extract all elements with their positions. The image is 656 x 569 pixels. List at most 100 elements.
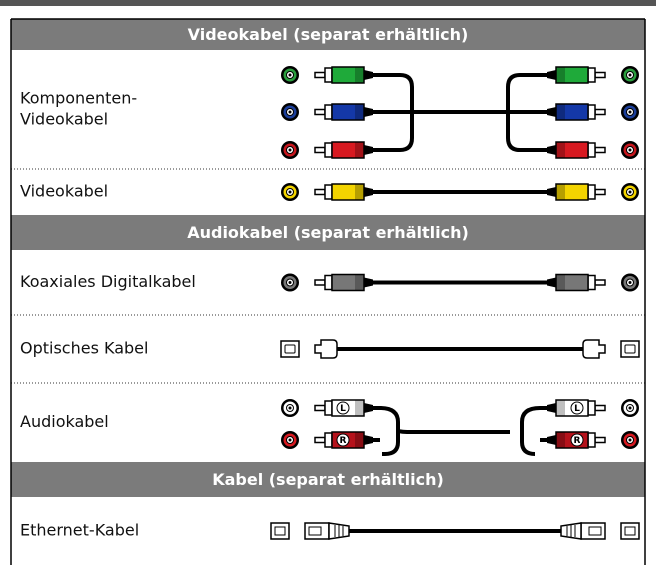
section-title: Videokabel (separat erhältlich) (188, 25, 469, 44)
plug (314, 141, 373, 159)
jack-pin (288, 73, 292, 77)
plug-grip (556, 142, 565, 158)
plug (314, 183, 373, 201)
port-inner (624, 344, 636, 354)
jack (621, 399, 639, 417)
lan-clip (308, 526, 322, 536)
cable (373, 73, 547, 152)
plug-mark: R (340, 436, 347, 446)
jack-pin (288, 438, 292, 442)
plug-strain (547, 145, 556, 155)
port-inner (624, 526, 636, 536)
jack-pin (288, 110, 292, 114)
port (270, 522, 290, 540)
jack-pin (628, 190, 632, 194)
plug-grip (556, 184, 565, 200)
jack (281, 399, 299, 417)
plug-mark-ring (570, 401, 584, 415)
jack-pin (288, 281, 292, 284)
plug-strain (364, 107, 373, 117)
jack-pin (628, 281, 632, 284)
row-label: Videokabel (20, 110, 108, 129)
plug (314, 66, 373, 84)
plug-tip (314, 108, 326, 116)
plug-strain (364, 145, 373, 155)
lan-ridges (566, 525, 576, 537)
plug-grip (355, 67, 364, 83)
jack (621, 183, 639, 201)
jack (281, 431, 299, 449)
plug (547, 66, 606, 84)
plug-collar (324, 432, 333, 448)
port-inner (274, 526, 286, 536)
port-inner (284, 344, 296, 354)
plug (560, 522, 606, 540)
optical-plug (582, 339, 606, 359)
plug-grip (556, 67, 565, 83)
plug: L (314, 399, 373, 417)
plug-strain (547, 277, 556, 288)
plug: L (547, 399, 606, 417)
plug-tip (594, 188, 606, 196)
plug-grip (556, 104, 565, 120)
jack-pin (288, 190, 292, 194)
cable (373, 406, 547, 456)
jack-pin (288, 406, 292, 410)
lan-clip (588, 526, 602, 536)
plug-collar (324, 274, 333, 291)
plug-mark: L (574, 404, 580, 414)
plug-grip (556, 400, 565, 416)
lan-ridges (334, 525, 344, 537)
row-label: Ethernet-Kabel (20, 521, 139, 540)
plug-collar (587, 400, 596, 416)
plug-collar (324, 400, 333, 416)
jack (621, 431, 639, 449)
top-bar (0, 0, 656, 6)
section-header (11, 215, 645, 250)
plug-collar (324, 184, 333, 200)
plug-strain (547, 107, 556, 117)
jack (281, 141, 299, 159)
plug-tip (314, 146, 326, 154)
plug (314, 273, 373, 292)
plug-mark: R (574, 436, 581, 446)
row-label: Koaxiales Digitalkabel (20, 272, 196, 291)
jack (621, 141, 639, 159)
plug-strain (364, 403, 373, 413)
plug-collar (587, 432, 596, 448)
plug-collar (324, 67, 333, 83)
port (620, 340, 640, 358)
plug-collar (587, 67, 596, 83)
plug: R (547, 431, 606, 449)
plug-mark-ring (336, 401, 350, 415)
plug-strain (364, 435, 373, 445)
plug-tip (594, 108, 606, 116)
plug (582, 339, 606, 359)
plug: R (314, 431, 373, 449)
plug-collar (587, 142, 596, 158)
jack (281, 183, 299, 201)
jack (281, 66, 299, 84)
jack-pin (628, 73, 632, 77)
section-header (11, 462, 645, 497)
plug (304, 522, 350, 540)
row-label: Videokabel (20, 182, 108, 201)
plug-strain (364, 70, 373, 80)
plug-collar (587, 274, 596, 291)
plug-tip (314, 71, 326, 79)
plug (547, 103, 606, 121)
plug-mark: L (340, 404, 346, 414)
jack-pin (288, 148, 292, 152)
plug-collar (324, 142, 333, 158)
jack (281, 103, 299, 121)
plug-tip (314, 188, 326, 196)
plug-strain (547, 435, 556, 445)
jack (621, 103, 639, 121)
plug-tip (314, 279, 326, 286)
section-title: Audiokabel (separat erhältlich) (187, 223, 469, 242)
row-label: Komponenten- (20, 89, 137, 108)
plug-tip (594, 146, 606, 154)
plug-grip (355, 274, 364, 291)
